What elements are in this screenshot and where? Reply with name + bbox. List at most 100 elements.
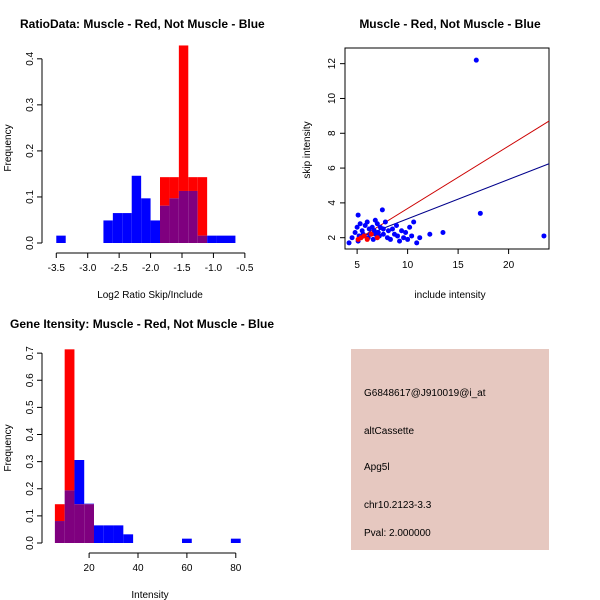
histogram-bar: [230, 538, 241, 543]
scatter-point: [477, 210, 483, 216]
chromosome-location: chr10.2123-3.3: [364, 500, 432, 511]
histogram-bar: [197, 177, 208, 236]
scatter-point: [389, 226, 395, 232]
scatter-point: [346, 240, 352, 246]
scatter-ticks: 5 10 15 20 2 4 6 8 10 12: [327, 58, 515, 271]
scatter-point: [354, 224, 360, 230]
scatter-point: [409, 233, 415, 239]
ratio-histogram-panel: RatioData: Muscle - Red, Not Muscle - Bl…: [3, 17, 265, 301]
y-tick-label: 12: [327, 58, 338, 70]
y-tick-label: 0.7: [25, 346, 36, 360]
y-tick-label: 0.1: [25, 190, 36, 204]
histogram-bar: [123, 534, 134, 543]
ratio-histogram-ticks: -3.5 -3.0 -2.5 -2.0 -1.5 -1.0 -0.5 0.0 0.1 0.2 0.3…: [25, 51, 254, 274]
histogram-bar: [64, 349, 75, 491]
gene-name: Apg5l: [364, 462, 390, 473]
scatter-point: [417, 235, 423, 241]
scatter-point: [374, 221, 380, 227]
histogram-bar-overlap: [197, 235, 208, 243]
probe-id: G6848617@J910019@i_at: [364, 388, 486, 399]
scatter-points: [346, 57, 547, 246]
scatter-point: [407, 224, 413, 230]
y-tick-label: 0.3: [25, 454, 36, 468]
y-tick-label: 0.2: [25, 481, 36, 495]
histogram-bar: [226, 235, 236, 243]
scatter-point: [374, 235, 380, 241]
scatter-point: [394, 223, 400, 229]
intensity-histogram-title: Gene Itensity: Muscle - Red, Not Muscle …: [10, 317, 274, 331]
scatter-point: [368, 231, 374, 237]
y-tick-label: 0.3: [25, 97, 36, 111]
scatter-point: [352, 229, 358, 235]
histogram-bar-overlap: [160, 205, 170, 243]
scatter-point: [399, 228, 405, 234]
y-tick-label: 0.6: [25, 373, 36, 387]
scatter-point: [397, 238, 403, 244]
y-tick-label: 0.4: [25, 51, 36, 65]
x-tick-label: 60: [181, 563, 193, 574]
y-tick-label: 0.0: [25, 536, 36, 550]
scatter-point: [387, 236, 393, 242]
ratio-histogram-ylabel: Frequency: [3, 124, 14, 171]
y-tick-label: 0.4: [25, 427, 36, 441]
scatter-point: [541, 233, 547, 239]
scatter-xlabel: include intensity: [414, 290, 485, 301]
histogram-bar: [207, 235, 217, 243]
histogram-bar: [182, 538, 192, 543]
scatter-plot-box: [344, 47, 550, 250]
scatter-fit-lines: [355, 120, 550, 241]
scatter-point: [473, 57, 479, 63]
histogram-bar-overlap: [64, 490, 75, 543]
ratio-histogram-title: RatioData: Muscle - Red, Not Muscle - Bl…: [20, 17, 265, 31]
scatter-point: [395, 233, 401, 239]
scatter-title: Muscle - Red, Not Muscle - Blue: [359, 17, 541, 31]
info-panel-background: [351, 349, 549, 550]
x-tick-label: 80: [230, 563, 242, 574]
intensity-histogram-bars: [54, 349, 241, 543]
y-tick-label: 0.1: [25, 508, 36, 522]
scatter-point: [411, 219, 417, 225]
intensity-histogram-ylabel: Frequency: [3, 424, 14, 471]
scatter-point: [349, 235, 355, 241]
x-tick-label: 20: [84, 563, 96, 574]
x-tick-label: -2.0: [142, 263, 160, 274]
histogram-bar: [56, 235, 66, 243]
scatter-point: [370, 236, 376, 242]
x-tick-label: -0.5: [236, 263, 254, 274]
histogram-bar-overlap: [84, 504, 94, 543]
y-tick-label: 10: [327, 92, 338, 104]
histogram-bar-overlap: [188, 190, 198, 243]
y-tick-label: 2: [327, 234, 338, 240]
histogram-bar: [54, 504, 65, 522]
histogram-bar-overlap: [74, 504, 85, 543]
histogram-bar: [188, 177, 198, 191]
scatter-point: [361, 233, 367, 239]
histogram-bar: [160, 177, 170, 206]
scatter-point: [379, 207, 385, 213]
y-tick-label: 0.5: [25, 400, 36, 414]
scatter-point: [440, 229, 446, 235]
scatter-point: [364, 219, 370, 225]
x-tick-label: -1.0: [205, 263, 223, 274]
scatter-point: [414, 240, 420, 246]
x-tick-label: 10: [402, 260, 414, 271]
event-type: altCassette: [364, 426, 414, 437]
histogram-bar: [84, 503, 94, 505]
scatter-point: [380, 226, 386, 232]
histogram-bar: [94, 525, 104, 543]
y-tick-label: 6: [327, 165, 338, 171]
histogram-bar: [216, 235, 226, 243]
x-tick-label: -1.5: [173, 263, 191, 274]
ratio-histogram-xlabel: Log2 Ratio Skip/Include: [97, 290, 203, 301]
histogram-bar: [122, 213, 132, 243]
scatter-point: [405, 236, 411, 242]
histogram-bar: [74, 460, 85, 505]
y-tick-label: 0.2: [25, 144, 36, 158]
p-value: Pval: 2.000000: [364, 528, 431, 539]
x-tick-label: 5: [354, 260, 360, 271]
histogram-bar: [131, 175, 142, 243]
scatter-point: [357, 221, 363, 227]
intensity-histogram-panel: Gene Itensity: Muscle - Red, Not Muscle …: [3, 317, 274, 600]
x-tick-label: 20: [503, 260, 515, 271]
